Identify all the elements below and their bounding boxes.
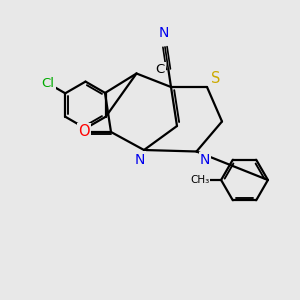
Text: Cl: Cl — [42, 77, 55, 90]
Text: N: N — [200, 153, 210, 167]
Text: S: S — [211, 71, 220, 86]
Text: C: C — [155, 63, 165, 76]
Text: N: N — [134, 153, 145, 166]
Text: N: N — [159, 26, 169, 40]
Text: O: O — [78, 124, 90, 140]
Text: CH₃: CH₃ — [190, 175, 210, 185]
